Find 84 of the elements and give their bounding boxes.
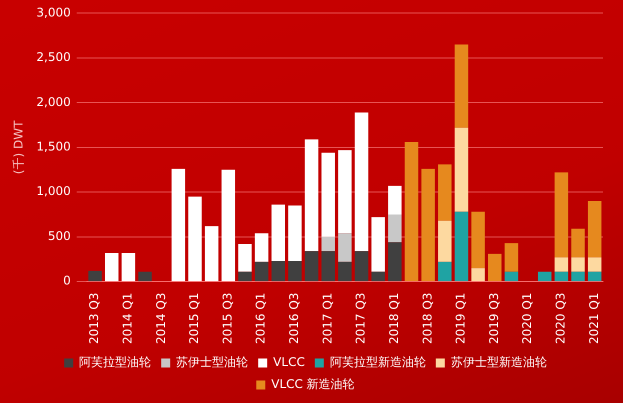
y-tick-label: 2,000 — [36, 94, 71, 109]
bar — [538, 272, 552, 282]
bar — [554, 172, 568, 258]
bar — [571, 257, 585, 272]
bar — [571, 272, 585, 282]
bar — [304, 251, 318, 282]
bar — [588, 272, 602, 282]
x-tick-label: 2017 Q3 — [354, 292, 368, 344]
bar — [254, 262, 268, 282]
bar — [554, 272, 568, 282]
bar — [304, 139, 318, 252]
bar — [321, 236, 335, 252]
bar — [421, 168, 435, 282]
bar — [288, 260, 302, 282]
bar — [554, 257, 568, 272]
bar — [438, 164, 452, 221]
bar — [338, 233, 352, 262]
bar — [371, 272, 385, 282]
bar — [188, 196, 202, 282]
y-tick-label: 1,000 — [36, 184, 71, 198]
bar — [138, 272, 152, 282]
bar — [238, 244, 252, 272]
legend-label: 阿芙拉型油轮 — [79, 355, 152, 370]
legend-label: 阿芙拉型新造油轮 — [330, 355, 426, 370]
bar — [272, 260, 286, 282]
bar — [388, 242, 402, 282]
y-tick-label: 0 — [63, 274, 71, 288]
bar — [371, 217, 385, 272]
bar — [88, 270, 102, 282]
bar — [404, 142, 418, 282]
y-tick-label: 2,500 — [36, 50, 71, 64]
y-tick-label: 1,500 — [36, 140, 71, 154]
bar — [504, 243, 518, 272]
legend-label: 苏伊士型新造油轮 — [450, 355, 547, 370]
legend-label: VLCC 新造油轮 — [271, 377, 355, 392]
bar — [172, 168, 186, 282]
bar — [272, 204, 286, 261]
x-tick-label: 2020 Q1 — [520, 292, 534, 344]
y-tick-label: 500 — [48, 228, 71, 243]
bar — [488, 254, 502, 282]
x-tick-label: 2014 Q3 — [154, 292, 168, 344]
x-tick-label: 2015 Q1 — [187, 292, 202, 344]
legend-label: 苏伊士型油轮 — [176, 355, 248, 370]
x-tick-label: 2019 Q1 — [454, 292, 468, 344]
bar — [104, 252, 118, 282]
bar — [471, 212, 485, 268]
bar — [571, 228, 585, 258]
x-tick-label: 2015 Q3 — [220, 292, 234, 344]
bar — [338, 150, 352, 234]
x-tick-label: 2016 Q3 — [287, 292, 302, 344]
x-tick-label: 2013 Q3 — [87, 292, 102, 344]
bar — [204, 226, 218, 282]
x-tick-label: 2020 Q3 — [553, 292, 568, 344]
bar — [122, 252, 136, 282]
y-axis-title: (千) DWT — [11, 120, 26, 174]
x-tick-label: 2014 Q1 — [120, 292, 135, 344]
y-tick-label: 3,000 — [36, 5, 71, 20]
bar — [454, 212, 468, 282]
bar — [254, 233, 268, 262]
bar — [388, 214, 402, 242]
bar — [238, 272, 252, 282]
x-tick-label: 2019 Q3 — [486, 292, 501, 344]
bar — [222, 170, 236, 282]
x-tick-label: 2021 Q1 — [586, 292, 601, 344]
bar — [321, 152, 335, 237]
legend-label: VLCC — [273, 355, 305, 370]
bar — [321, 251, 335, 282]
bar — [471, 268, 485, 282]
x-tick-label: 2016 Q1 — [254, 292, 268, 344]
bar — [438, 220, 452, 262]
bar — [588, 201, 602, 258]
bar — [504, 272, 518, 282]
bar — [288, 206, 302, 261]
bar — [454, 44, 468, 128]
x-tick-label: 2018 Q1 — [386, 292, 401, 344]
x-tick-label: 2018 Q3 — [420, 292, 434, 344]
bar — [354, 112, 368, 252]
bar — [454, 128, 468, 212]
bar — [354, 251, 368, 282]
bar — [338, 262, 352, 282]
bar — [438, 262, 452, 282]
bar — [588, 257, 602, 272]
bar — [388, 186, 402, 214]
x-tick-label: 2017 Q1 — [320, 292, 334, 344]
